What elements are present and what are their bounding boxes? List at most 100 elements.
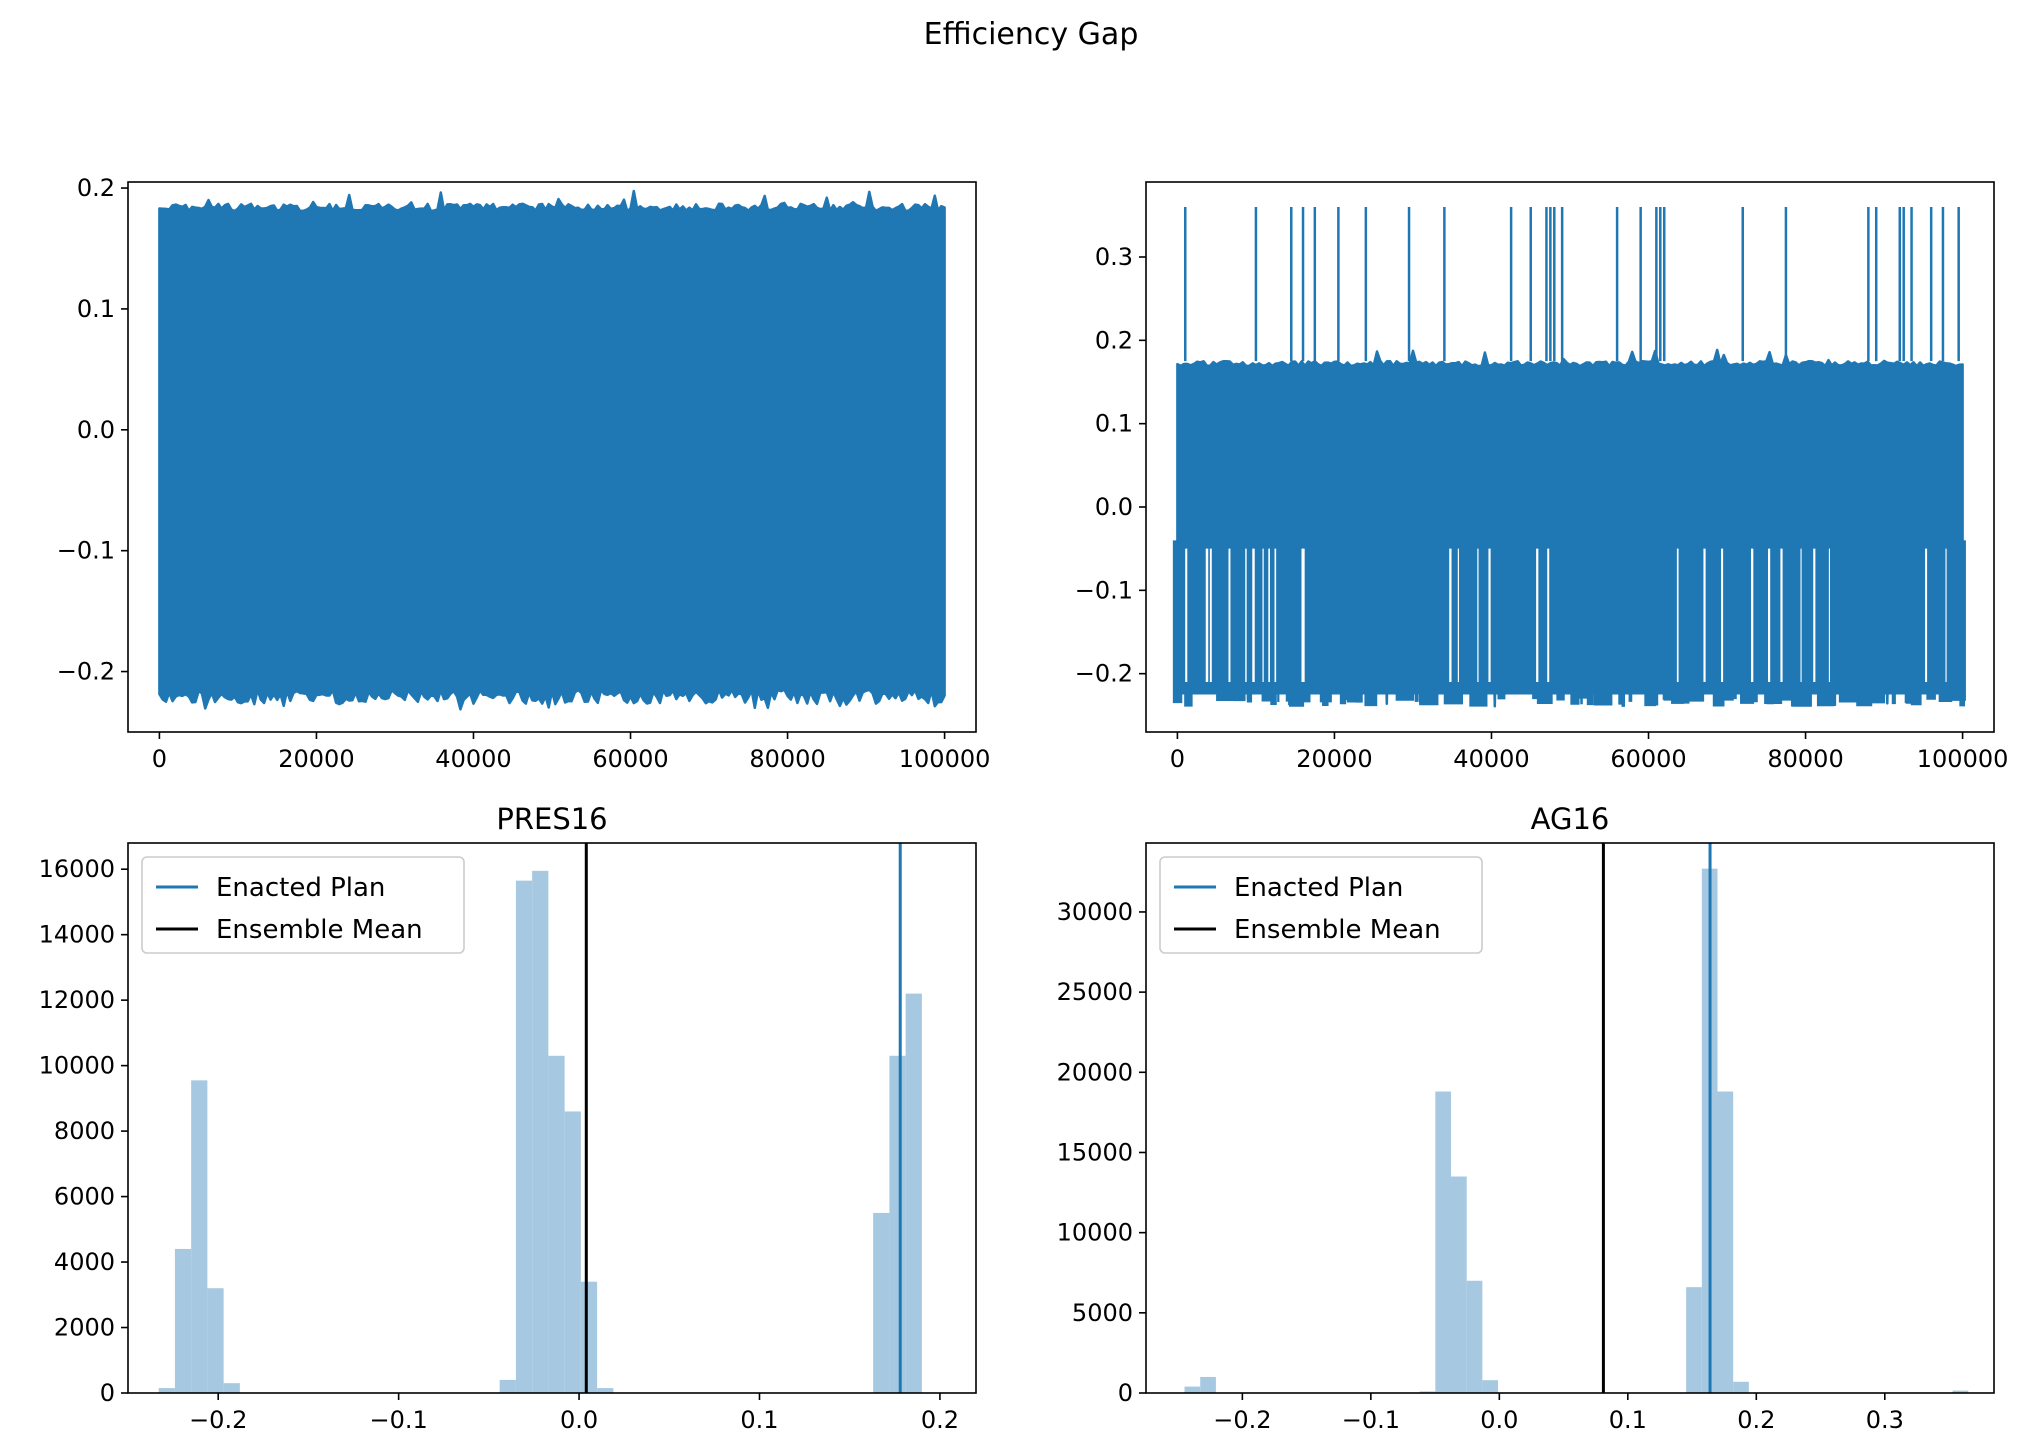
histogram-bar bbox=[548, 1055, 565, 1393]
trace-plot-top-right: 0 20000 40000 60000 80000 100000 −0.2 −0.1 0.0 0.… bbox=[1075, 181, 2009, 773]
histogram-bar bbox=[1435, 1091, 1452, 1393]
axes-frame bbox=[127, 842, 977, 1394]
x-tick-label: 20000 bbox=[278, 745, 354, 773]
x-tick-label: −0.2 bbox=[1213, 1406, 1271, 1434]
x-tick-label: 0.2 bbox=[921, 1406, 959, 1434]
trace-band bbox=[158, 189, 946, 711]
y-tick-label: 16000 bbox=[39, 855, 115, 883]
y-tick-label: 0.2 bbox=[1095, 326, 1133, 354]
y-tick-label: −0.1 bbox=[57, 537, 115, 565]
y-tick-label: 0.0 bbox=[77, 416, 115, 444]
axes-title: PRES16 bbox=[496, 802, 607, 836]
y-tick-label: −0.2 bbox=[57, 658, 115, 686]
x-tick-label: 0.1 bbox=[1609, 1406, 1647, 1434]
histogram-bar bbox=[1466, 1280, 1483, 1393]
y-tick-label: 0.0 bbox=[1095, 493, 1133, 521]
legend-label: Ensemble Mean bbox=[216, 915, 423, 945]
histogram-bar bbox=[223, 1383, 240, 1393]
y-tick-label: 0.1 bbox=[77, 295, 115, 323]
x-tick-label: 40000 bbox=[1453, 745, 1529, 773]
histogram-bar bbox=[1184, 1386, 1201, 1393]
x-tick-label: 80000 bbox=[749, 745, 825, 773]
x-tick-label: 20000 bbox=[1296, 745, 1372, 773]
x-tick-label: 0.1 bbox=[740, 1406, 778, 1434]
axes-frame bbox=[127, 181, 977, 733]
x-tick-label: −0.1 bbox=[369, 1406, 427, 1434]
histogram-bar bbox=[1200, 1376, 1216, 1393]
trace-series bbox=[158, 189, 946, 711]
y-tick-label: 8000 bbox=[54, 1117, 115, 1145]
x-tick-label: 0.3 bbox=[1866, 1406, 1904, 1434]
y-tick-label: 2000 bbox=[54, 1314, 115, 1342]
y-tick-label: 0.3 bbox=[1095, 243, 1133, 271]
histogram-bars bbox=[158, 843, 922, 1393]
x-tick-label: 40000 bbox=[435, 745, 511, 773]
trace-plot-top-left: 0 20000 40000 60000 80000 100000 −0.2 −0.1 0.0 0.… bbox=[57, 174, 991, 773]
axes-frame bbox=[1145, 181, 1995, 733]
y-tick-label: 20000 bbox=[1057, 1058, 1133, 1086]
y-tick-label: 0 bbox=[100, 1379, 115, 1407]
histogram-bar bbox=[1419, 1391, 1436, 1393]
x-tick-label: 0.0 bbox=[560, 1406, 598, 1434]
histogram-bar bbox=[499, 1379, 516, 1393]
trace-lower-fill bbox=[1177, 540, 1963, 695]
axes-title: AG16 bbox=[1531, 802, 1610, 836]
histogram-ag16: −0.2 −0.1 0.0 0.1 0.2 0.3 0 5000 10000 15000 20000… bbox=[1057, 802, 1995, 1434]
trace-series bbox=[1172, 207, 1966, 708]
histogram-bar bbox=[564, 1111, 581, 1393]
histogram-bar bbox=[873, 1212, 890, 1393]
histogram-bar bbox=[597, 1388, 614, 1393]
y-tick-label: −0.2 bbox=[1075, 660, 1133, 688]
legend-box bbox=[1159, 856, 1483, 954]
y-tick-label: 0.1 bbox=[1095, 410, 1133, 438]
y-tick-label: 10000 bbox=[1057, 1219, 1133, 1247]
y-tick-label: 5000 bbox=[1072, 1299, 1133, 1327]
y-tick-label: 0.2 bbox=[77, 174, 115, 202]
histogram-bar bbox=[1717, 1091, 1734, 1393]
y-tick-label: 15000 bbox=[1057, 1138, 1133, 1166]
x-tick-label: 80000 bbox=[1767, 745, 1843, 773]
y-tick-label: 12000 bbox=[39, 986, 115, 1014]
histogram-bar bbox=[174, 1248, 192, 1393]
legend-label: Ensemble Mean bbox=[1234, 915, 1441, 945]
x-tick-label: 60000 bbox=[1610, 745, 1686, 773]
y-tick-label: 6000 bbox=[54, 1183, 115, 1211]
y-tick-label: 30000 bbox=[1057, 898, 1133, 926]
histogram-bar bbox=[191, 1080, 208, 1393]
y-tick-label: 4000 bbox=[54, 1248, 115, 1276]
axes-frame bbox=[1145, 842, 1995, 1394]
figure-title: Efficiency Gap bbox=[924, 17, 1139, 52]
histogram-bar bbox=[532, 870, 549, 1393]
legend-label: Enacted Plan bbox=[216, 873, 385, 903]
histogram-bar bbox=[515, 880, 533, 1393]
histogram-bar bbox=[889, 1055, 906, 1393]
y-tick-label: 14000 bbox=[39, 921, 115, 949]
y-tick-label: 25000 bbox=[1057, 978, 1133, 1006]
x-tick-label: −0.2 bbox=[189, 1406, 247, 1434]
x-tick-label: 100000 bbox=[899, 745, 991, 773]
histogram-pres16: −0.2 −0.1 0.0 0.1 0.2 0 2000 4000 6000 8000 10000 1… bbox=[39, 802, 977, 1434]
histogram-bar bbox=[1451, 1176, 1467, 1393]
x-tick-label: 0 bbox=[152, 745, 167, 773]
x-tick-label: 60000 bbox=[592, 745, 668, 773]
histogram-bar bbox=[1952, 1390, 1969, 1393]
y-tick-label: 10000 bbox=[39, 1052, 115, 1080]
histogram-bar bbox=[158, 1388, 175, 1393]
y-tick-label: −0.1 bbox=[1075, 576, 1133, 604]
histogram-bar bbox=[1686, 1287, 1702, 1393]
x-tick-label: 0 bbox=[1170, 745, 1185, 773]
legend: Enacted Plan Ensemble Mean bbox=[1159, 856, 1483, 954]
x-tick-label: 0.0 bbox=[1480, 1406, 1518, 1434]
x-tick-label: 100000 bbox=[1917, 745, 2009, 773]
histogram-bar bbox=[580, 1281, 598, 1393]
x-tick-label: −0.1 bbox=[1342, 1406, 1400, 1434]
legend-label: Enacted Plan bbox=[1234, 873, 1403, 903]
legend: Enacted Plan Ensemble Mean bbox=[141, 856, 465, 954]
y-tick-label: 0 bbox=[1118, 1379, 1133, 1407]
x-tick-label: 0.2 bbox=[1737, 1406, 1775, 1434]
histogram-bar bbox=[905, 993, 922, 1393]
histogram-bars bbox=[1184, 843, 1969, 1393]
histogram-bar bbox=[207, 1288, 224, 1393]
histogram-bar bbox=[1733, 1381, 1749, 1393]
